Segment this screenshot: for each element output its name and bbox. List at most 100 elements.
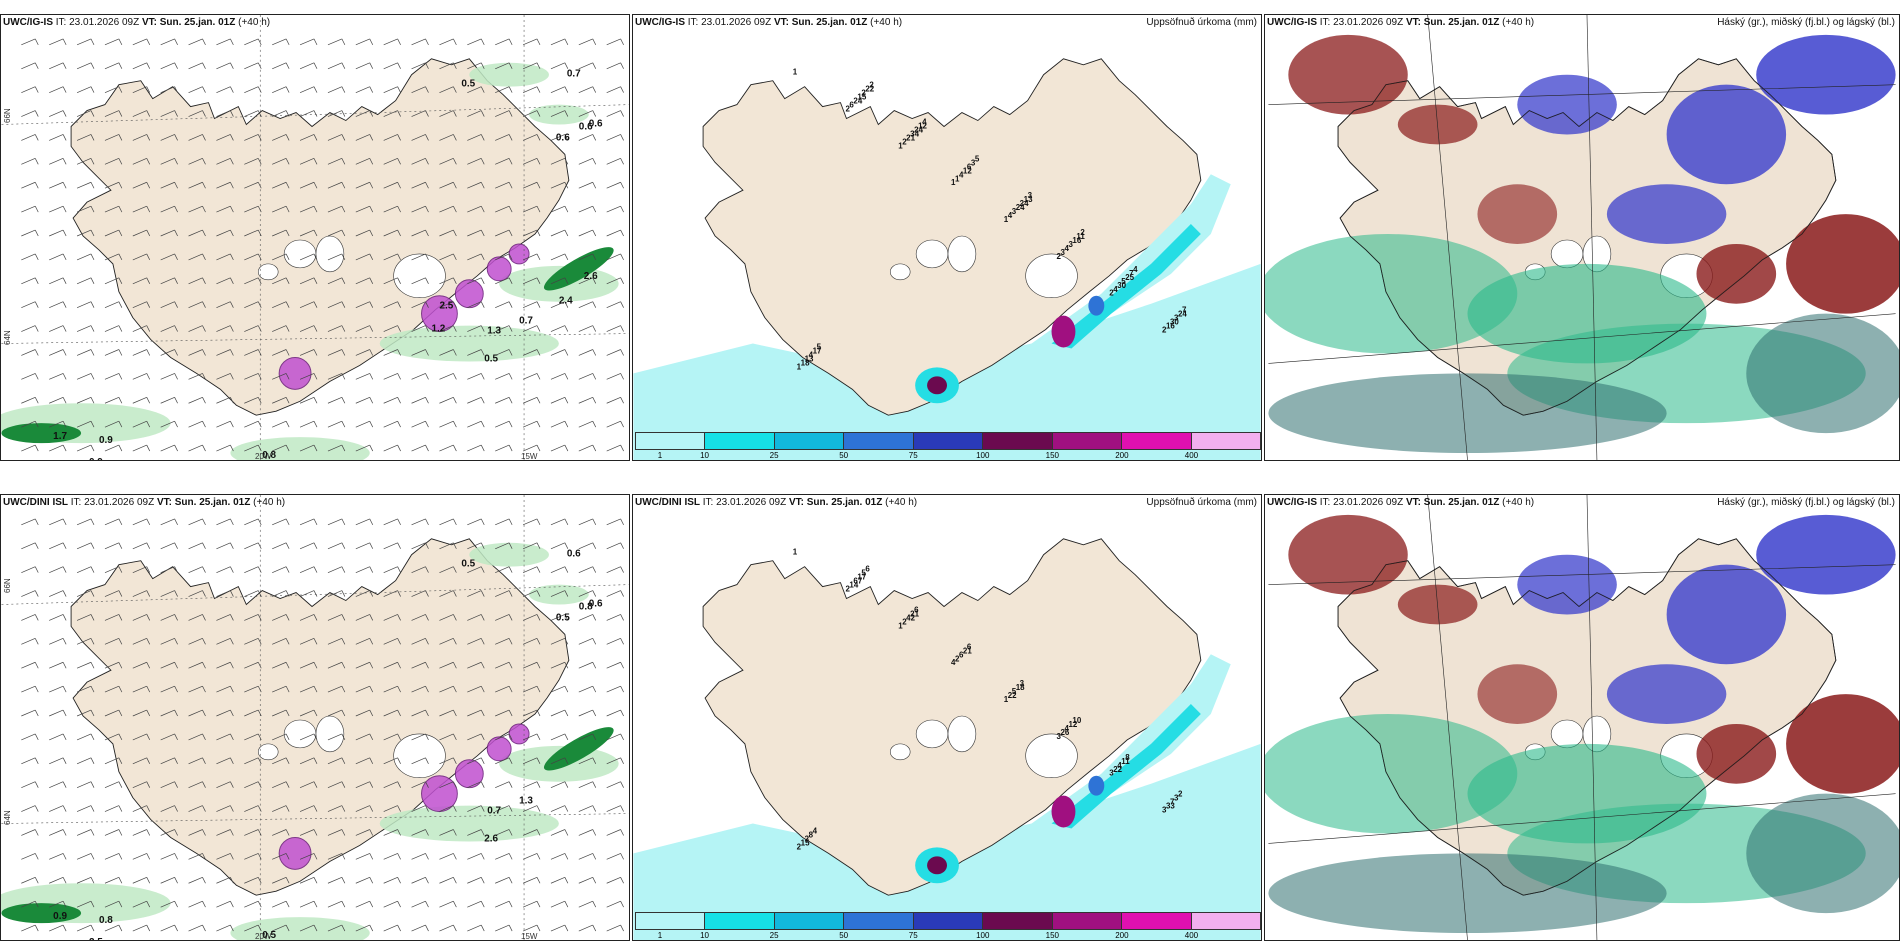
wind-barb xyxy=(439,444,457,452)
wind-barb xyxy=(467,900,485,908)
wind-barb xyxy=(383,781,401,789)
wind-barb xyxy=(272,181,290,189)
wind-barb xyxy=(21,924,39,932)
wind-barb xyxy=(104,325,123,332)
wind-barb xyxy=(550,325,569,332)
wind-barb xyxy=(327,518,346,526)
precip-value-label: 14 xyxy=(849,581,858,590)
wind-barb xyxy=(467,518,485,526)
wind-barb xyxy=(467,38,485,46)
wind-barb xyxy=(132,542,151,550)
wind-barb xyxy=(467,733,485,741)
wind-barb xyxy=(272,733,290,741)
cloud-layer xyxy=(1477,184,1558,244)
precip-value-label: 1 xyxy=(898,621,903,630)
wind-barb xyxy=(522,301,541,309)
wind-barb xyxy=(439,876,457,884)
wind-barb xyxy=(495,301,513,309)
wind-barb xyxy=(132,86,151,93)
wind-field xyxy=(379,805,559,842)
wind-barb xyxy=(188,638,206,645)
iceland-land xyxy=(70,58,570,416)
cloud-layer xyxy=(1517,554,1617,615)
axis-label-lon-15: 15W xyxy=(521,452,538,461)
wind-barb xyxy=(327,590,346,597)
wind-barb xyxy=(272,661,290,669)
wind-barb xyxy=(439,110,457,117)
wind-barb xyxy=(49,396,67,404)
wind-barb xyxy=(216,661,234,669)
colorbar-label: 50 xyxy=(839,931,849,940)
wind-barb xyxy=(76,829,95,836)
wind-barb xyxy=(216,325,234,332)
wind-barb xyxy=(550,638,569,645)
wind-barb xyxy=(467,661,485,669)
wind-barb xyxy=(550,566,569,573)
precip-value-label: 24 xyxy=(853,97,862,106)
wind-barb xyxy=(355,349,374,356)
wind-barb xyxy=(76,685,95,693)
wind-barb xyxy=(606,590,624,597)
wind-barb xyxy=(76,661,95,669)
glacier xyxy=(283,719,317,749)
wind-barb xyxy=(550,661,569,669)
precip-value-label: 16 xyxy=(1166,322,1175,331)
colorbar-swatch xyxy=(983,433,1053,449)
precip-core xyxy=(1088,295,1105,316)
wind-barb xyxy=(355,614,374,621)
precip-value-label: 1 xyxy=(793,68,798,77)
precip-value-label: 2 xyxy=(1057,252,1062,261)
wind-barb xyxy=(132,638,151,645)
precip-value-label: 2 xyxy=(805,834,810,843)
wind-value-label: 2.6 xyxy=(484,833,498,844)
wind-barb xyxy=(160,38,178,46)
wind-barb xyxy=(439,518,457,526)
wind-barb xyxy=(327,301,346,309)
wind-barb xyxy=(160,301,178,309)
wind-barb xyxy=(49,38,67,46)
wind-barb xyxy=(439,420,457,428)
wind-barb xyxy=(49,924,67,932)
wind-value-label: 0.5 xyxy=(461,559,475,570)
wind-barb xyxy=(21,349,39,356)
wind-barb xyxy=(327,733,346,741)
wind-barb xyxy=(439,38,457,46)
wind-barb xyxy=(76,638,95,645)
wind-barb xyxy=(188,924,206,932)
wind-barb xyxy=(160,373,178,380)
glacier xyxy=(1550,719,1584,749)
wind-barb xyxy=(606,62,624,70)
wind-barb xyxy=(216,62,234,70)
wind-value-label: 0.5 xyxy=(556,612,570,623)
wind-barb xyxy=(383,301,401,309)
wind-barb xyxy=(49,158,67,165)
precip-area xyxy=(1051,704,1201,829)
wind-barb xyxy=(272,805,290,812)
precip-value-label: 4 xyxy=(922,118,927,127)
wind-barb xyxy=(495,134,513,141)
precip-value-label: 11 xyxy=(1076,232,1085,241)
wind-value-label: 1.7 xyxy=(53,431,67,442)
wind-barb xyxy=(160,158,178,165)
wind-barb xyxy=(355,781,374,789)
wind-barb xyxy=(188,900,206,908)
wind-field xyxy=(469,542,549,567)
wind-barb xyxy=(49,829,67,836)
wind-barb xyxy=(272,373,290,380)
wind-barb xyxy=(132,518,151,526)
wind-barb xyxy=(578,86,597,93)
wind-barb xyxy=(299,301,318,309)
colorbar-swatch xyxy=(1191,913,1260,929)
precip-value-label: 1 xyxy=(898,141,903,150)
wind-barb xyxy=(327,253,346,261)
gust-area xyxy=(454,279,484,309)
wind-barb xyxy=(160,444,178,452)
wind-barb xyxy=(299,733,318,741)
wind-barb xyxy=(522,181,541,189)
wind-barb xyxy=(383,661,401,669)
wind-barb xyxy=(606,876,624,884)
wind-barb xyxy=(327,900,346,908)
glacier xyxy=(257,743,279,761)
wind-barb xyxy=(76,325,95,332)
colorbar-swatch xyxy=(1052,433,1123,449)
